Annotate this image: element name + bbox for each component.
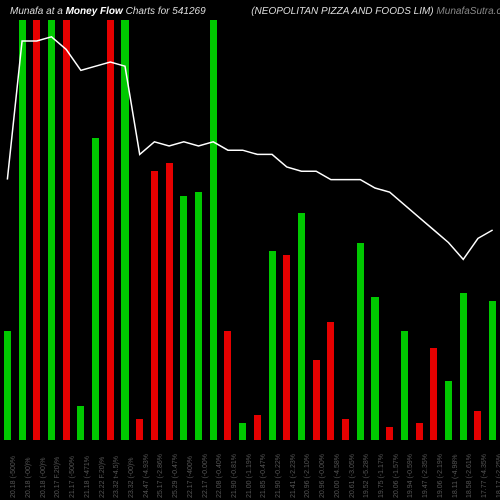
x-axis-label: 20.96 (-2.10% [304,454,311,498]
x-axis-label: 20.18 (-00)% [25,458,32,498]
x-axis-label: 19.52 (-5.28% [363,454,370,498]
x-axis-label: 22.22 F.20)% [99,457,106,498]
x-axis-label: 23.32 t-4.5)% [113,456,120,498]
header-company: (NEOPOLITAN PIZZA AND FOODS LIM) [251,6,433,17]
x-axis-label: 21.17 (-500% [69,456,76,498]
x-axis-label: 20.06 (-1.57% [393,454,400,498]
x-axis-label: 20.18 (-00)% [40,458,47,498]
header-mid: Charts for 541269 [123,6,206,17]
header-metric: Money Flow [66,6,123,17]
x-axis-label: 19.47 (-2.35% [422,454,429,498]
x-axis-label: 18.11 (-4.98% [452,455,459,498]
x-axis-label: 22.08 (-0.40% [216,454,223,498]
x-axis-label: 21.85 (-0.47% [260,454,267,498]
x-axis-label: 22.17 (-400% [187,456,194,498]
x-axis-label: 19.75 (-1.17% [378,454,385,498]
x-axis-label: 21.41 (-2.23% [290,454,297,498]
header-site: MunafaSutra.com [436,6,500,17]
chart-header: Munafa at a Money Flow Charts for 541269… [0,6,500,17]
x-axis-label: 20.18 (-500% [10,456,17,498]
x-axis: 20.18 (-500% 20.18 (-00)% 20.18 (-00)% 20.1… [0,440,500,500]
x-axis-label: 25.29 (-0.47% [172,454,179,498]
x-axis-label: 20.17 F.20)% [54,457,61,498]
x-axis-label: 21.18 (-471% [84,456,91,498]
x-axis-label: 21.90 (-0.22% [275,454,282,498]
x-axis-label: 21.00 (-1.19% [246,454,253,498]
x-axis-label: 24.47 (-4.93% [143,454,150,498]
x-axis-label: 23.32 (-00)% [128,458,135,498]
trend-line [7,37,492,260]
x-axis-label: 17.77 (-4.35% [481,454,488,498]
line-overlay [0,20,500,440]
x-axis-label: 21.90 (-0.81% [231,454,238,498]
x-axis-label: 25.17 (-2.86% [157,454,164,498]
x-axis-label: 20.61 (-3.05% [349,454,356,498]
x-axis-label: 18.58 (-2.61% [466,454,473,498]
x-axis-label: 20.00 (-4.58% [334,454,341,498]
x-axis-label: 20.96 (-0.00% [319,454,326,498]
x-axis-label: 22.17 (-0.00% [202,454,209,498]
x-axis-label: 18.17 (-2.25% [496,454,500,498]
chart-plot-area [0,20,500,440]
x-axis-label: 19.06 (-2.19% [437,454,444,498]
chart-container: Munafa at a Money Flow Charts for 541269… [0,0,500,500]
x-axis-label: 19.94 (-0.59% [407,454,414,498]
header-prefix: Munafa at a [10,6,66,17]
